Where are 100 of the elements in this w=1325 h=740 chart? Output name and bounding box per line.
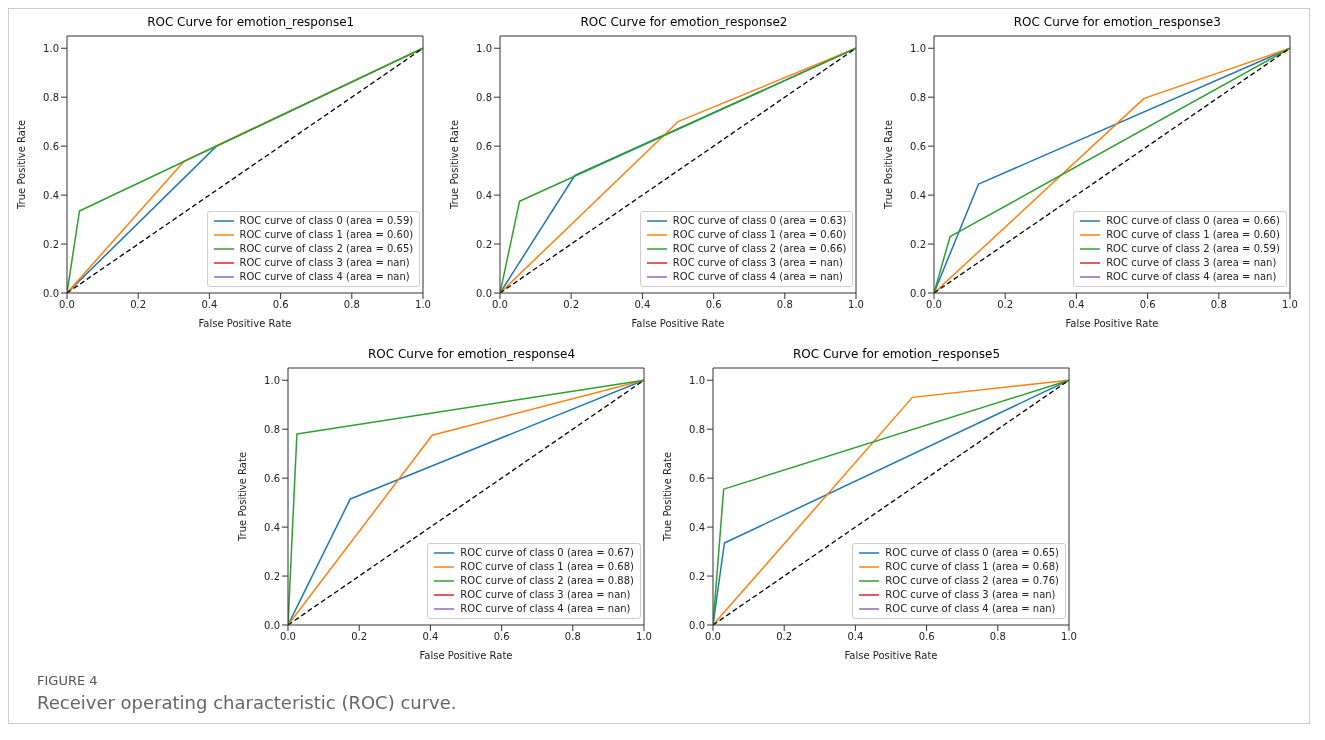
y-tick-label: 0.0: [43, 287, 60, 299]
x-tick-label: 0.8: [777, 299, 794, 311]
y-tick-label: 0.0: [689, 619, 705, 631]
y-tick-label: 0.2: [476, 238, 493, 250]
y-axis-title: True Positive Rate: [661, 451, 673, 543]
x-axis-title: False Positive Rate: [1065, 318, 1159, 329]
x-tick-label: 1.0: [1061, 631, 1077, 643]
chart-title: ROC Curve for emotion_response5: [791, 347, 1001, 363]
legend-label: ROC curve of class 4 (area = nan): [672, 270, 844, 284]
y-axis-title: True Positive Rate: [236, 451, 248, 543]
legend-label: ROC curve of class 1 (area = 0.60): [1106, 228, 1280, 242]
x-axis-title: False Positive Rate: [844, 650, 938, 661]
y-tick-label: 0.2: [909, 238, 926, 250]
legend-label: ROC curve of class 0 (area = 0.65): [885, 546, 1059, 560]
x-tick-label: 0.6: [272, 299, 289, 311]
x-tick-label: 0.4: [422, 631, 439, 643]
y-tick-label: 0.8: [689, 423, 705, 435]
legend-label: ROC curve of class 4 (area = nan): [239, 270, 410, 284]
y-tick-label: 0.4: [689, 521, 705, 533]
x-tick-label: 0.4: [634, 299, 651, 311]
legend-label: ROC curve of class 0 (area = 0.66): [1106, 214, 1280, 228]
legend-label: ROC curve of class 2 (area = 0.76): [885, 574, 1059, 588]
legend-label: ROC curve of class 3 (area = nan): [239, 256, 410, 270]
legend-label: ROC curve of class 3 (area = nan): [672, 256, 844, 270]
x-tick-label: 0.2: [997, 299, 1013, 311]
y-tick-label: 0.8: [476, 91, 493, 103]
chart-title: ROC Curve for emotion_response3: [1012, 15, 1222, 31]
y-tick-label: 0.0: [909, 287, 926, 299]
chart-title: ROC Curve for emotion_response4: [366, 347, 576, 363]
x-axis-title: False Positive Rate: [419, 650, 513, 661]
legend-label: ROC curve of class 1 (area = 0.60): [239, 228, 414, 242]
legend-label: ROC curve of class 2 (area = 0.88): [460, 574, 634, 588]
x-tick-label: 0.4: [1068, 299, 1085, 311]
y-tick-label: 0.8: [264, 423, 280, 435]
y-tick-label: 0.6: [909, 140, 926, 152]
x-tick-label: 0.0: [492, 299, 509, 311]
y-axis-title: True Positive Rate: [882, 119, 894, 211]
y-axis-title: True Positive Rate: [15, 119, 27, 211]
x-axis-title: False Positive Rate: [198, 318, 292, 329]
x-tick-label: 0.6: [918, 631, 935, 643]
x-tick-label: 0.2: [563, 299, 580, 311]
x-tick-label: 0.4: [201, 299, 218, 311]
y-axis-title: True Positive Rate: [449, 119, 461, 211]
x-tick-label: 0.0: [925, 299, 942, 311]
y-tick-label: 1.0: [689, 374, 705, 386]
y-tick-label: 0.8: [909, 91, 926, 103]
y-tick-label: 1.0: [43, 42, 60, 54]
text: Receiver operating characteristic (ROC) curve.: [37, 692, 458, 713]
x-tick-label: 1.0: [636, 631, 652, 643]
y-tick-label: 0.2: [43, 238, 60, 250]
y-tick-label: 0.8: [43, 91, 60, 103]
x-tick-label: 1.0: [848, 299, 865, 311]
y-tick-label: 1.0: [909, 42, 926, 54]
y-tick-label: 0.4: [43, 189, 60, 201]
x-tick-label: 0.0: [280, 631, 296, 643]
y-tick-label: 0.2: [689, 570, 705, 582]
y-tick-label: 0.6: [689, 472, 705, 484]
legend-label: ROC curve of class 4 (area = nan): [1106, 270, 1277, 284]
y-tick-label: 0.6: [264, 472, 280, 484]
y-tick-label: 0.0: [264, 619, 280, 631]
x-tick-label: 0.2: [130, 299, 147, 311]
x-tick-label: 0.8: [1210, 299, 1227, 311]
y-tick-label: 0.4: [909, 189, 926, 201]
x-tick-label: 0.0: [59, 299, 76, 311]
legend-label: ROC curve of class 3 (area = nan): [460, 588, 631, 602]
y-tick-label: 0.0: [476, 287, 493, 299]
x-tick-label: 0.4: [847, 631, 864, 643]
x-tick-label: 0.6: [493, 631, 510, 643]
legend-label: ROC curve of class 4 (area = nan): [885, 602, 1056, 616]
y-tick-label: 1.0: [264, 374, 280, 386]
chart-title: ROC Curve for emotion_response1: [146, 15, 356, 31]
x-tick-label: 0.8: [989, 631, 1006, 643]
y-tick-label: 0.4: [264, 521, 280, 533]
x-tick-label: 0.2: [776, 631, 793, 643]
caption: FIGURE 4: [37, 673, 99, 688]
x-tick-label: 0.6: [706, 299, 723, 311]
x-tick-label: 0.8: [564, 631, 581, 643]
x-tick-label: 1.0: [1281, 299, 1298, 311]
legend-label: ROC curve of class 2 (area = 0.59): [1106, 242, 1280, 256]
legend-label: ROC curve of class 0 (area = 0.59): [239, 214, 414, 228]
legend-label: ROC curve of class 2 (area = 0.66): [672, 242, 847, 256]
y-tick-label: 0.6: [476, 140, 493, 152]
chart-title: ROC Curve for emotion_response2: [579, 15, 789, 31]
legend-label: ROC curve of class 0 (area = 0.63): [672, 214, 847, 228]
legend-label: ROC curve of class 0 (area = 0.67): [460, 546, 634, 560]
x-tick-label: 0.0: [705, 631, 721, 643]
y-tick-label: 0.6: [43, 140, 60, 152]
x-axis-title: False Positive Rate: [632, 318, 725, 329]
legend-label: ROC curve of class 4 (area = nan): [460, 602, 631, 616]
legend-label: ROC curve of class 1 (area = 0.60): [672, 228, 847, 242]
y-tick-label: 0.2: [264, 570, 280, 582]
legend-label: ROC curve of class 3 (area = nan): [885, 588, 1056, 602]
legend-label: ROC curve of class 2 (area = 0.65): [239, 242, 414, 256]
legend-label: ROC curve of class 3 (area = nan): [1106, 256, 1277, 270]
x-tick-label: 0.6: [1139, 299, 1156, 311]
legend-label: ROC curve of class 1 (area = 0.68): [460, 560, 634, 574]
y-tick-label: 0.4: [476, 189, 493, 201]
y-tick-label: 1.0: [476, 42, 493, 54]
legend-label: ROC curve of class 1 (area = 0.68): [885, 560, 1059, 574]
x-tick-label: 1.0: [415, 299, 432, 311]
